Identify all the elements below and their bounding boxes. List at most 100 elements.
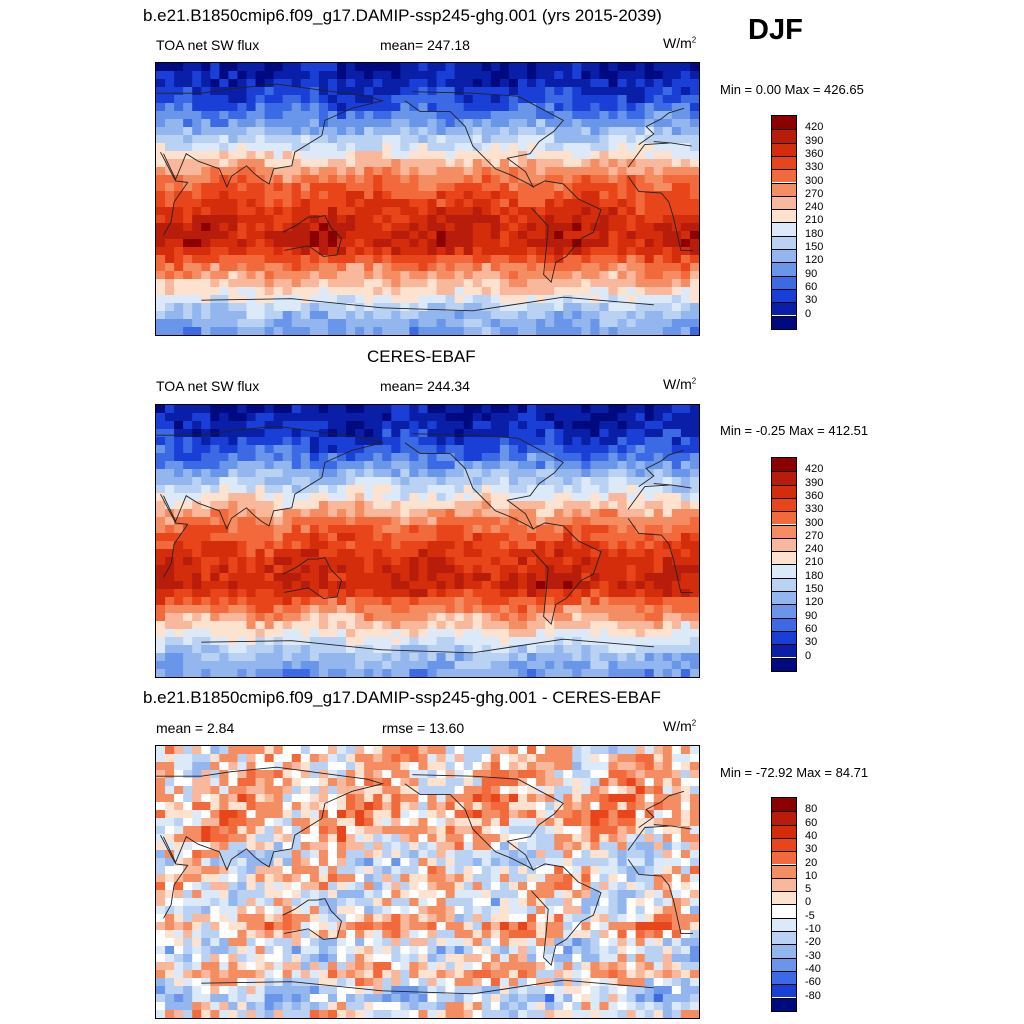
field-cell bbox=[255, 223, 266, 232]
field-cell bbox=[518, 653, 528, 662]
field-cell bbox=[183, 421, 193, 430]
field-cell bbox=[554, 621, 564, 630]
field-cell bbox=[219, 311, 229, 320]
field-cell bbox=[255, 453, 266, 462]
field-cell bbox=[463, 525, 474, 534]
field-cell bbox=[391, 557, 401, 566]
field-cell bbox=[680, 191, 691, 200]
field-cell bbox=[282, 159, 293, 168]
field-cell bbox=[653, 191, 664, 200]
field-cell bbox=[264, 405, 275, 414]
field-cell bbox=[454, 565, 465, 574]
field-cell bbox=[309, 762, 320, 771]
field-cell bbox=[490, 79, 501, 88]
field-cell bbox=[689, 778, 699, 787]
field-cell bbox=[418, 239, 429, 248]
field-cell bbox=[237, 405, 248, 414]
field-cell bbox=[337, 754, 347, 763]
field-cell bbox=[165, 421, 175, 430]
field-cell bbox=[174, 303, 184, 312]
field-cell bbox=[554, 557, 564, 566]
field-cell bbox=[165, 850, 175, 859]
field-cell bbox=[355, 762, 365, 771]
field-cell bbox=[445, 485, 456, 494]
field-cell bbox=[635, 287, 646, 296]
field-cell bbox=[309, 746, 320, 755]
panel1-minmax: Min = 0.00 Max = 426.65 bbox=[720, 82, 864, 97]
field-cell bbox=[291, 103, 302, 112]
field-cell bbox=[626, 175, 637, 184]
colorbar-swatch bbox=[772, 524, 796, 538]
field-cell bbox=[364, 501, 374, 510]
field-cell bbox=[536, 247, 546, 256]
field-cell bbox=[572, 786, 582, 795]
field-cell bbox=[581, 653, 591, 662]
field-cell bbox=[400, 95, 410, 104]
field-cell bbox=[318, 247, 329, 256]
field-cell bbox=[463, 746, 474, 755]
field-cell bbox=[400, 255, 410, 264]
field-cell bbox=[635, 87, 646, 96]
field-cell bbox=[427, 143, 438, 152]
field-cell bbox=[327, 103, 338, 112]
field-cell bbox=[174, 794, 184, 803]
field-cell bbox=[644, 509, 655, 518]
field-cell bbox=[617, 151, 628, 160]
field-cell bbox=[246, 247, 257, 256]
field-cell bbox=[490, 653, 501, 662]
field-cell bbox=[309, 437, 320, 446]
field-cell bbox=[346, 613, 356, 622]
field-cell bbox=[644, 279, 655, 288]
field-cell bbox=[536, 762, 546, 771]
field-cell bbox=[436, 637, 447, 646]
field-cell bbox=[427, 565, 438, 574]
field-cell bbox=[599, 437, 610, 446]
field-cell bbox=[337, 493, 347, 502]
field-cell bbox=[518, 573, 528, 582]
field-cell bbox=[255, 247, 266, 256]
field-cell bbox=[382, 71, 392, 80]
field-cell bbox=[165, 71, 175, 80]
field-cell bbox=[572, 311, 582, 320]
field-cell bbox=[391, 183, 401, 192]
field-cell bbox=[671, 645, 682, 654]
field-cell bbox=[581, 255, 591, 264]
field-cell bbox=[454, 135, 465, 144]
field-cell bbox=[391, 405, 401, 414]
field-cell bbox=[427, 826, 438, 835]
field-cell bbox=[210, 842, 220, 851]
field-cell bbox=[391, 509, 401, 518]
field-cell bbox=[373, 549, 383, 558]
field-cell bbox=[563, 207, 573, 216]
field-cell bbox=[246, 589, 257, 598]
field-cell bbox=[536, 279, 546, 288]
field-cell bbox=[662, 111, 673, 120]
field-cell bbox=[201, 653, 211, 662]
field-cell bbox=[183, 247, 193, 256]
colorbar-tick-label: 60 bbox=[805, 280, 818, 293]
field-cell bbox=[536, 413, 546, 422]
field-cell bbox=[518, 119, 528, 128]
field-cell bbox=[680, 319, 691, 328]
field-cell bbox=[210, 786, 220, 795]
field-cell bbox=[527, 770, 537, 779]
field-cell bbox=[490, 103, 501, 112]
field-cell bbox=[671, 661, 682, 670]
field-cell bbox=[391, 63, 401, 72]
field-cell bbox=[427, 303, 438, 312]
field-cell bbox=[545, 175, 555, 184]
field-cell bbox=[291, 834, 302, 843]
field-cell bbox=[427, 231, 438, 240]
field-cell bbox=[490, 223, 501, 232]
field-cell bbox=[427, 199, 438, 208]
field-cell bbox=[653, 111, 664, 120]
field-cell bbox=[237, 311, 248, 320]
field-cell bbox=[689, 770, 699, 779]
field-cell bbox=[391, 834, 401, 843]
field-cell bbox=[436, 589, 447, 598]
field-cell bbox=[273, 485, 284, 494]
field-cell bbox=[282, 215, 293, 224]
field-cell bbox=[554, 295, 564, 304]
field-cell bbox=[165, 199, 175, 208]
field-cell bbox=[689, 199, 699, 208]
